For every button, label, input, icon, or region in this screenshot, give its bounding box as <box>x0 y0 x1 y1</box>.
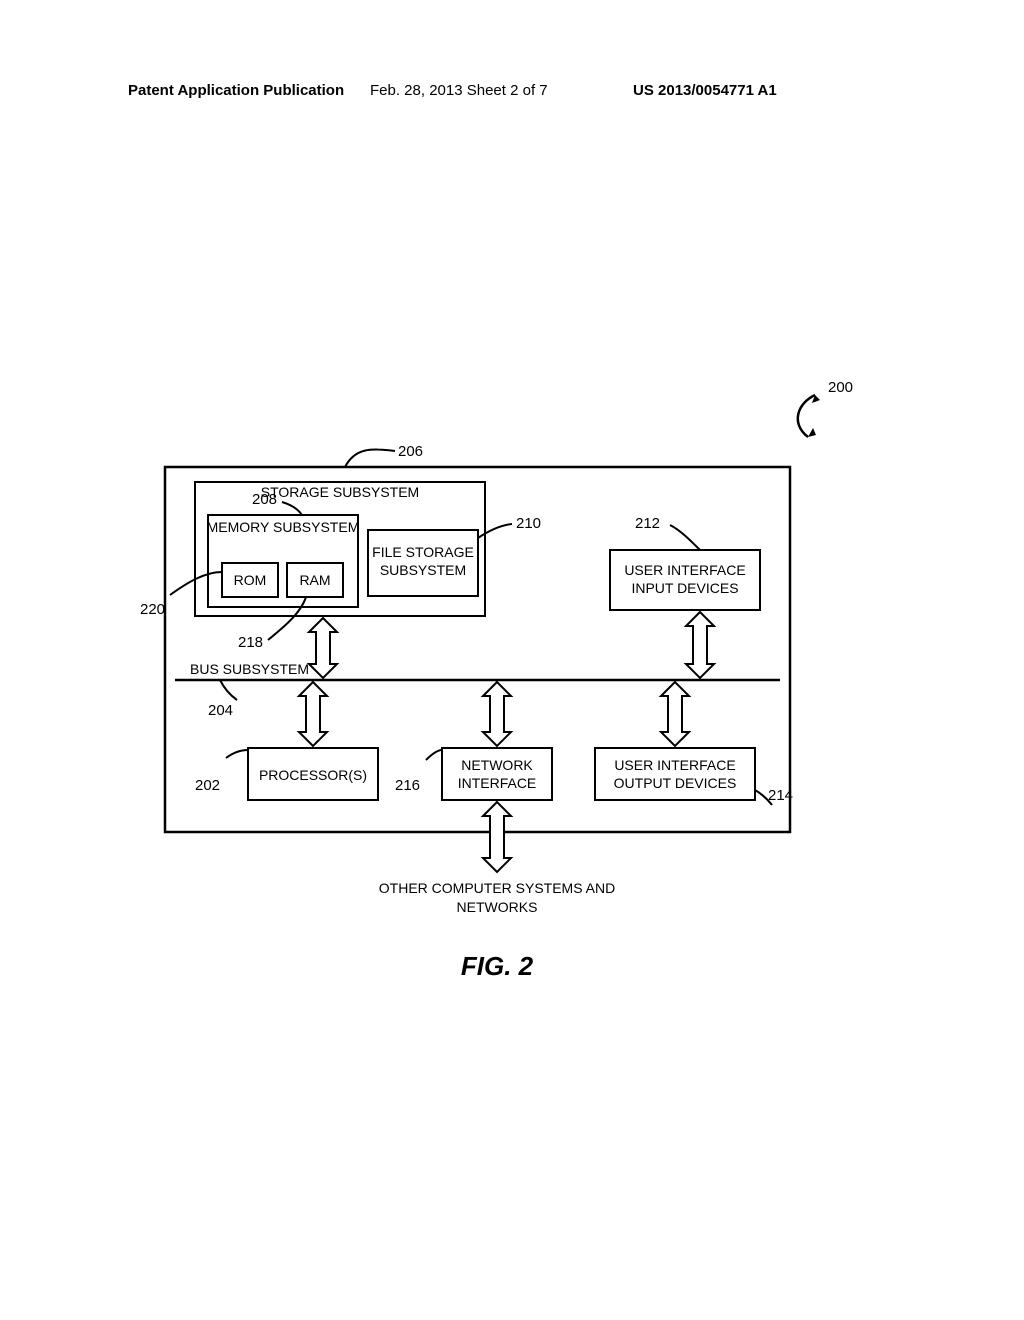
leader-210 <box>478 524 512 538</box>
rom-label: ROM <box>234 572 267 588</box>
arrow-netif-external <box>483 802 511 872</box>
storage-subsystem-label: STORAGE SUBSYSTEM <box>261 484 419 500</box>
network-interface-box <box>442 748 552 800</box>
network-interface-label-2: INTERFACE <box>458 775 537 791</box>
ui-output-label-2: OUTPUT DEVICES <box>614 775 737 791</box>
page: Patent Application Publication Feb. 28, … <box>0 0 1024 1320</box>
arrow-netif-bus <box>483 682 511 746</box>
figure-caption: FIG. 2 <box>461 951 534 981</box>
ref-214: 214 <box>768 787 793 804</box>
arrow-uiinput-bus <box>686 612 714 678</box>
file-storage-label-1: FILE STORAGE <box>372 544 474 560</box>
arrow-storage-bus <box>309 618 337 678</box>
leader-202 <box>226 750 248 758</box>
leader-208 <box>282 502 302 515</box>
ref-218: 218 <box>238 634 263 651</box>
memory-subsystem-label: MEMORY SUBSYSTEM <box>207 519 360 535</box>
ref-208: 208 <box>252 491 277 508</box>
processor-label: PROCESSOR(S) <box>259 767 367 783</box>
ref-216: 216 <box>395 777 420 794</box>
arrow-uioutput-bus <box>661 682 689 746</box>
ref-202: 202 <box>195 777 220 794</box>
other-systems-label-1: OTHER COMPUTER SYSTEMS AND <box>379 880 615 896</box>
figure-2-diagram: 206 200 STORAGE SUBSYSTEM MEMORY SUBSYST… <box>0 0 1024 1320</box>
ram-label: RAM <box>299 572 330 588</box>
ref-210: 210 <box>516 515 541 532</box>
ref-204: 204 <box>208 702 233 719</box>
leader-206 <box>345 450 395 467</box>
network-interface-label-1: NETWORK <box>461 757 533 773</box>
other-systems-label-2: NETWORKS <box>457 899 538 915</box>
bus-subsystem-label: BUS SUBSYSTEM <box>190 661 309 677</box>
ref-206: 206 <box>398 443 423 460</box>
ui-input-label-2: INPUT DEVICES <box>631 580 738 596</box>
leader-218 <box>268 597 306 640</box>
arrow-processor-bus <box>299 682 327 746</box>
ui-input-label-1: USER INTERFACE <box>624 562 745 578</box>
ui-output-box <box>595 748 755 800</box>
leader-212 <box>670 525 700 550</box>
leader-204 <box>220 680 237 700</box>
file-storage-label-2: SUBSYSTEM <box>380 562 466 578</box>
ref-200: 200 <box>828 379 853 396</box>
ref-212: 212 <box>635 515 660 532</box>
leader-216 <box>426 750 442 760</box>
ui-output-label-1: USER INTERFACE <box>614 757 735 773</box>
ref-220: 220 <box>140 601 165 618</box>
